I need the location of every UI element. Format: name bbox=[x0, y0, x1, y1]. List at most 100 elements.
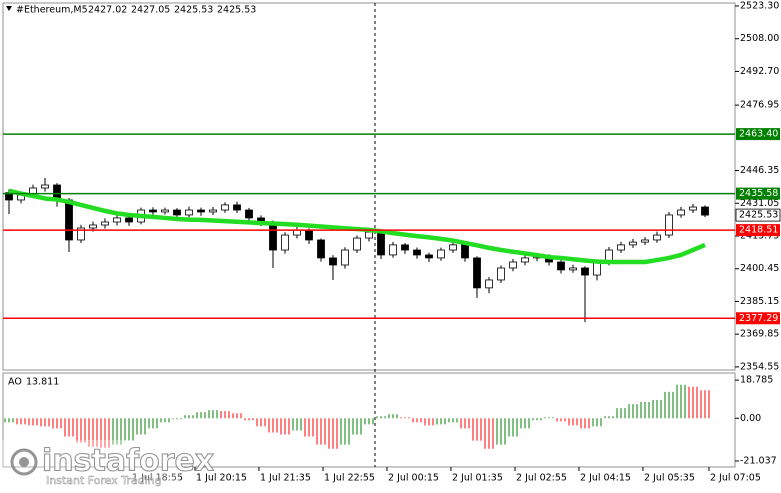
ohlc-close: 2425.53 bbox=[217, 5, 256, 16]
candle-body bbox=[149, 209, 157, 213]
candle-body bbox=[521, 257, 529, 263]
candle-body bbox=[461, 244, 469, 259]
candle-body bbox=[353, 237, 361, 251]
candle-body bbox=[365, 231, 373, 239]
candle-body bbox=[593, 261, 601, 276]
candle-body bbox=[77, 227, 85, 241]
candle-body bbox=[389, 244, 397, 256]
candle-body bbox=[281, 234, 289, 251]
y-tick-label: 2400.45 bbox=[740, 263, 779, 274]
watermark-logo bbox=[10, 448, 38, 476]
candle-body bbox=[209, 209, 217, 213]
x-tick-label: 1 Jul 18:55 bbox=[132, 473, 183, 484]
main-layer bbox=[3, 133, 735, 323]
candle-body bbox=[89, 224, 97, 229]
candle-body bbox=[425, 254, 433, 259]
ohlc-low: 2425.53 bbox=[174, 5, 213, 16]
x-tick-label: 2 Jul 02:55 bbox=[516, 473, 567, 484]
candle-body bbox=[245, 209, 253, 219]
x-tick-label: 1 Jul 20:15 bbox=[196, 473, 247, 484]
watermark: instaforex Instant Forex Trading bbox=[0, 440, 215, 489]
watermark-bg bbox=[0, 440, 180, 489]
candle-body bbox=[497, 267, 505, 281]
candle-body bbox=[377, 231, 385, 256]
candle-body bbox=[581, 267, 589, 276]
price-label: 2425.53 bbox=[739, 210, 778, 221]
candle-body bbox=[341, 249, 349, 266]
candle-body bbox=[509, 261, 517, 269]
level-label: 2418.51 bbox=[739, 225, 778, 236]
candle-body bbox=[677, 209, 685, 216]
candle-body bbox=[173, 209, 181, 216]
y-tick-label: 2446.35 bbox=[740, 165, 779, 176]
watermark-brand: instaforex bbox=[42, 444, 214, 479]
candle-body bbox=[329, 257, 337, 266]
candle-body bbox=[305, 229, 313, 241]
x-tick-label: 1 Jul 21:35 bbox=[260, 473, 311, 484]
candle-body bbox=[473, 257, 481, 289]
ao-pane bbox=[2, 372, 736, 468]
candle-body bbox=[557, 261, 565, 271]
candle-body bbox=[689, 206, 697, 211]
y-tick-label: 2476.95 bbox=[740, 100, 779, 111]
ohlc-open: 2427.02 bbox=[88, 5, 127, 16]
axis-layer: 2523.30 2508.00 2492.70 2476.95 2446.35 2431.… bbox=[130, 0, 781, 484]
candle-body bbox=[617, 244, 625, 251]
candle-body bbox=[269, 221, 277, 251]
candle-body bbox=[629, 241, 637, 246]
level-label-bg bbox=[736, 187, 780, 200]
candle-body bbox=[161, 209, 169, 213]
y-tick-label: 2369.85 bbox=[740, 329, 779, 340]
ao-value: 13.811 bbox=[26, 377, 59, 388]
candle-body bbox=[641, 239, 649, 243]
level-label-bg bbox=[736, 224, 780, 237]
x-tick-label: 2 Jul 00:15 bbox=[388, 473, 439, 484]
y-tick-label: 2492.70 bbox=[740, 66, 779, 77]
candle-body bbox=[125, 217, 133, 223]
x-tick-label: 2 Jul 07:05 bbox=[710, 473, 761, 484]
y-tick-label: 2523.30 bbox=[740, 0, 779, 11]
candle-body bbox=[65, 199, 73, 241]
price-label-bg bbox=[735, 208, 781, 222]
level-label: 2435.58 bbox=[739, 188, 778, 199]
x-tick-label: 2 Jul 05:35 bbox=[644, 473, 695, 484]
candle-body bbox=[701, 206, 709, 216]
x-tick-label: 2 Jul 04:15 bbox=[580, 473, 631, 484]
symbol: #Ethereum,M5 bbox=[16, 5, 88, 16]
candle-body bbox=[233, 204, 241, 211]
candle-body bbox=[485, 279, 493, 289]
main-pane bbox=[2, 2, 736, 371]
watermark-logo-core bbox=[19, 457, 29, 467]
level-label: 2377.29 bbox=[739, 313, 778, 324]
ao-layer bbox=[4, 384, 710, 449]
candle-body bbox=[401, 244, 409, 251]
candle-body bbox=[569, 267, 577, 271]
candle-body bbox=[665, 214, 673, 236]
candle-body bbox=[197, 209, 205, 213]
candle-body bbox=[101, 221, 109, 226]
header-icon bbox=[6, 6, 12, 11]
level-label: 2463.40 bbox=[739, 129, 778, 140]
moving-average bbox=[8, 188, 706, 265]
candle-body bbox=[221, 204, 229, 211]
watermark-tagline: Instant Forex Trading bbox=[46, 474, 162, 487]
candle-body bbox=[437, 249, 445, 259]
ao-tick-label: -21.037 bbox=[740, 455, 777, 466]
ao-name: AO bbox=[8, 377, 22, 388]
level-label-bg bbox=[736, 312, 780, 325]
ohlc-high: 2427.05 bbox=[131, 5, 170, 16]
candle-body bbox=[185, 209, 193, 216]
y-tick-label: 2385.15 bbox=[740, 296, 779, 307]
candle-body bbox=[413, 249, 421, 256]
x-tick-label: 1 Jul 22:55 bbox=[324, 473, 375, 484]
ao-tick-label: 0.00 bbox=[740, 413, 761, 424]
x-tick-label: 2 Jul 01:35 bbox=[452, 473, 503, 484]
y-tick-label: 2431.05 bbox=[740, 198, 779, 209]
candle-body bbox=[317, 239, 325, 259]
y-tick-label: 2354.55 bbox=[740, 361, 779, 372]
candle-body bbox=[41, 184, 49, 189]
candle-body bbox=[113, 217, 121, 223]
level-label-bg bbox=[736, 128, 780, 141]
